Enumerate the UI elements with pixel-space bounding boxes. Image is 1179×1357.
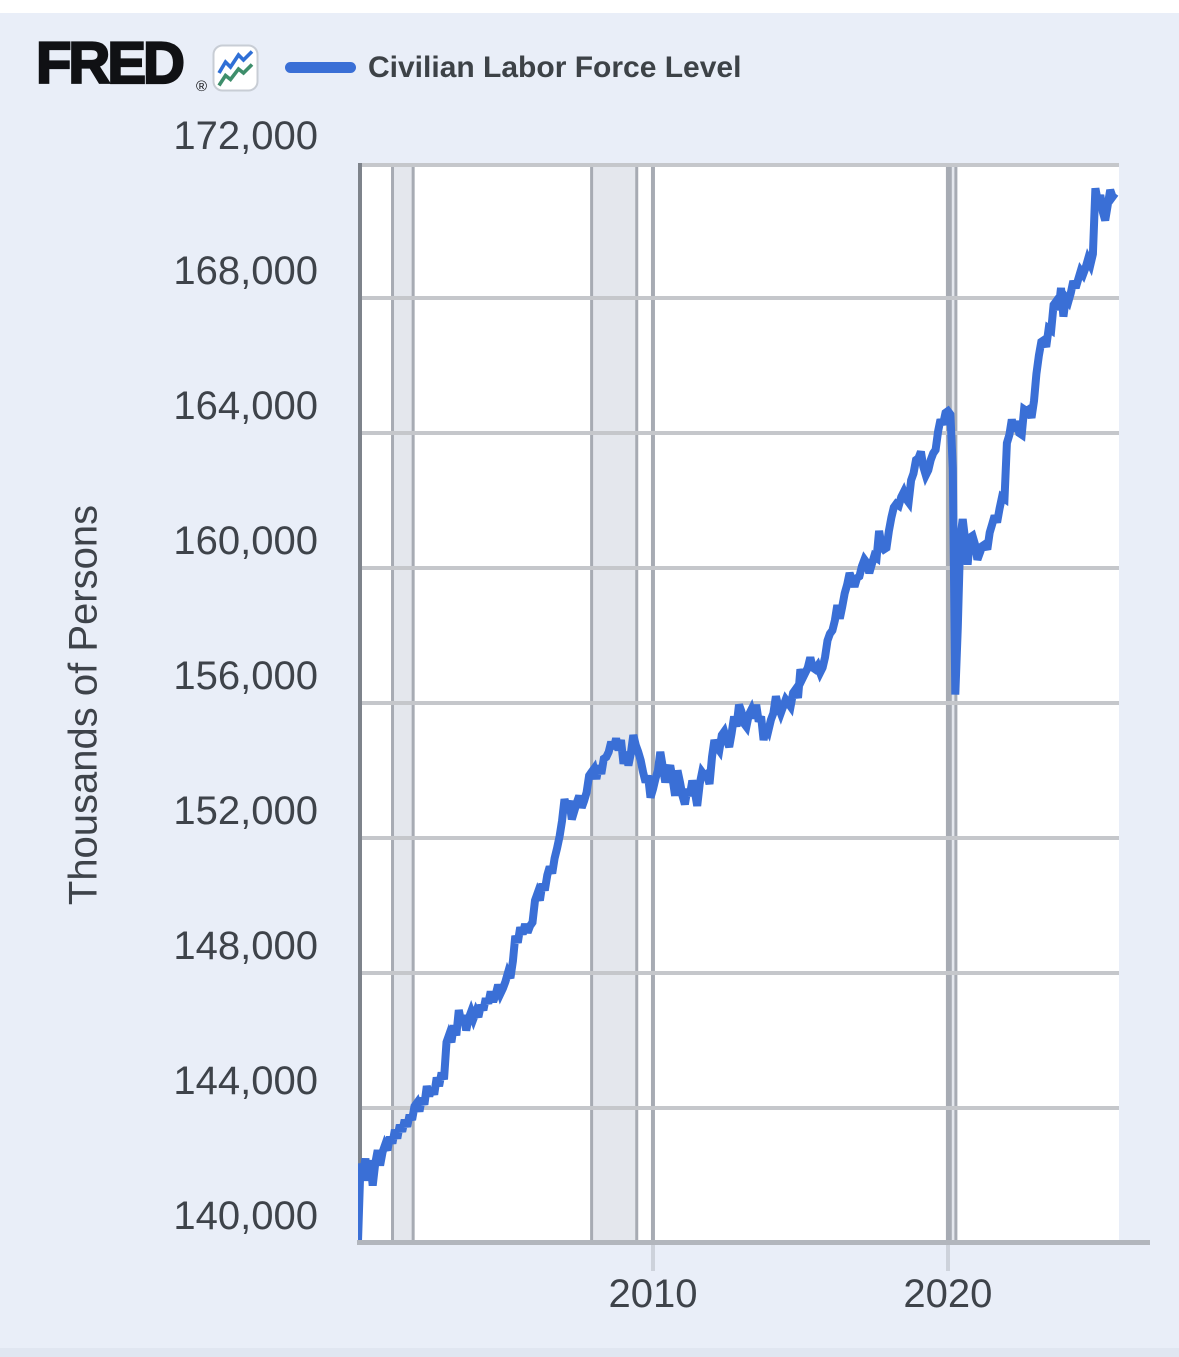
horizontal-gridline-148000 bbox=[358, 971, 1119, 975]
x-tick-label-2010: 2010 bbox=[608, 1272, 698, 1316]
y-tick-label-144000: 144,000 bbox=[173, 1059, 318, 1103]
y-tick-label-152000: 152,000 bbox=[173, 789, 318, 833]
fred-sparkline-icon bbox=[212, 44, 259, 92]
horizontal-gridline-168000 bbox=[358, 296, 1119, 300]
y-tick-label-156000: 156,000 bbox=[173, 654, 318, 698]
x-tick-mark-2010 bbox=[650, 1245, 655, 1271]
horizontal-gridline-152000 bbox=[358, 836, 1119, 840]
x-tick-mark-2020 bbox=[945, 1245, 950, 1271]
y-tick-label-148000: 148,000 bbox=[173, 924, 318, 968]
y-tick-label-168000: 168,000 bbox=[173, 249, 318, 293]
x-axis-line bbox=[357, 1240, 1150, 1245]
legend-line-swatch bbox=[285, 62, 356, 73]
legend-series-label[interactable]: Civilian Labor Force Level bbox=[368, 51, 742, 84]
y-tick-label-140000: 140,000 bbox=[173, 1194, 318, 1238]
bottom-strip bbox=[0, 1348, 1179, 1357]
y-tick-label-172000: 172,000 bbox=[173, 114, 318, 158]
horizontal-gridline-156000 bbox=[358, 701, 1119, 705]
plot-top-border bbox=[358, 163, 1119, 167]
registered-trademark: ® bbox=[196, 78, 208, 95]
y-tick-label-160000: 160,000 bbox=[173, 519, 318, 563]
plot-area[interactable] bbox=[358, 163, 1119, 1243]
y-tick-label-164000: 164,000 bbox=[173, 384, 318, 428]
y-axis-title: Thousands of Persons bbox=[61, 504, 106, 906]
fred-logo: FRED bbox=[35, 31, 186, 96]
top-strip bbox=[0, 0, 1179, 13]
x-tick-label-2020: 2020 bbox=[903, 1272, 993, 1316]
horizontal-gridline-160000 bbox=[358, 566, 1119, 570]
data-line-civilian-labor-force[interactable] bbox=[358, 187, 1119, 1242]
horizontal-gridline-164000 bbox=[358, 431, 1119, 435]
horizontal-gridline-144000 bbox=[358, 1106, 1119, 1110]
y-axis-line bbox=[358, 163, 362, 1243]
